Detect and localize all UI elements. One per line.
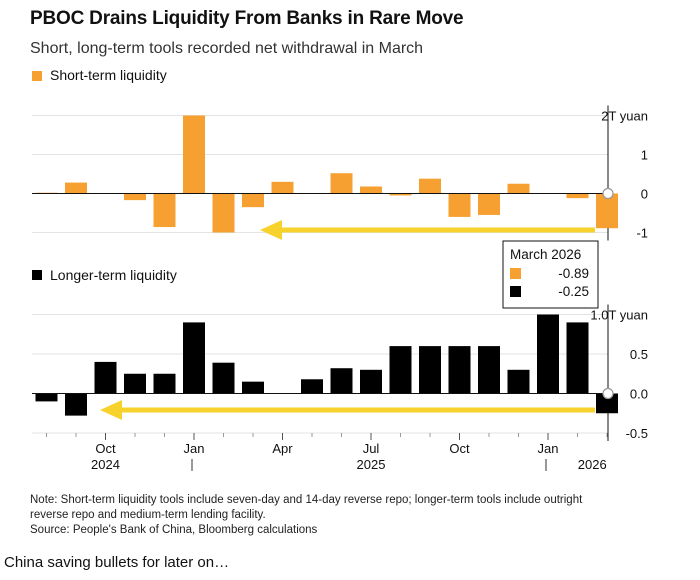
bar-short: [566, 193, 589, 199]
bar-long: [389, 346, 412, 394]
bar-long: [448, 346, 471, 394]
bar-short: [360, 186, 382, 194]
legend-swatch-short: [32, 71, 42, 81]
ytick-label-long: 0.0: [630, 387, 648, 402]
xyear-label: 2025: [357, 457, 386, 472]
legend-label-long: Longer-term liquidity: [50, 267, 177, 283]
bar-short: [183, 115, 205, 194]
ytick-label-long: -0.5: [626, 426, 648, 441]
annotation-arrowhead: [260, 220, 282, 240]
tooltip-value-short: -0.89: [558, 266, 589, 281]
ytick-label-short: -1: [636, 226, 648, 241]
xyear-label: 2026: [578, 457, 607, 472]
bar-long: [566, 322, 589, 394]
bar-long: [507, 369, 530, 394]
bar-short: [65, 182, 87, 194]
tooltip-value-long: -0.25: [558, 284, 589, 299]
bar-short: [507, 183, 530, 194]
bar-long: [212, 362, 235, 394]
bar-short: [419, 178, 441, 194]
bar-long: [301, 379, 323, 394]
bar-long: [242, 381, 264, 394]
xyear-label: 2024: [91, 457, 120, 472]
chart-subtitle: Short, long-term tools recorded net with…: [30, 40, 424, 57]
bar-short: [478, 193, 500, 215]
legend-swatch-long: [32, 270, 42, 280]
source-line: Source: People's Bank of China, Bloomber…: [30, 524, 318, 536]
post-caption: China saving bullets for later on…: [4, 554, 230, 571]
tooltip-swatch-short: [510, 268, 521, 279]
bar-short: [389, 193, 412, 196]
xtick-label: Jan: [538, 441, 559, 456]
bar-short: [448, 193, 471, 217]
xtick-label: Oct: [95, 441, 116, 456]
bar-short: [596, 193, 618, 229]
bar-long: [35, 393, 58, 402]
chart-note: Note: Short-term liquidity tools include…: [30, 493, 670, 538]
bar-short: [124, 193, 146, 201]
tooltip-title: March 2026: [510, 247, 581, 262]
annotation-arrowhead: [100, 400, 122, 420]
bar-long: [153, 373, 176, 394]
bar-long: [94, 361, 117, 394]
xtick-label: Jul: [363, 441, 380, 456]
chart-canvas: Short-term liquidity Longer-term liquidi…: [32, 67, 648, 472]
bar-long: [183, 322, 205, 394]
note-line-2: reverse repo and medium-term lending fac…: [30, 509, 266, 521]
bar-long: [419, 346, 441, 394]
ytick-label-short: 0: [641, 187, 648, 202]
tooltip: March 2026 -0.89 -0.25: [502, 240, 599, 309]
xtick-label: Apr: [272, 441, 293, 456]
bar-short: [153, 193, 176, 228]
bar-long: [478, 346, 500, 394]
xtick-label: Jan: [184, 441, 205, 456]
bar-long: [330, 368, 353, 394]
highlight-marker-short: [602, 187, 614, 200]
bar-short: [212, 193, 235, 233]
tooltip-swatch-long: [510, 286, 521, 297]
bar-short: [242, 193, 264, 208]
bar-long: [360, 369, 382, 394]
bar-short: [271, 181, 294, 194]
legend-label-short: Short-term liquidity: [50, 67, 167, 83]
bar-long: [65, 393, 87, 416]
chart-title: PBOC Drains Liquidity From Banks in Rare…: [30, 8, 464, 29]
bar-long: [537, 314, 559, 394]
bar-long: [124, 373, 146, 394]
ytick-label-short: 1: [641, 148, 648, 163]
note-line-1: Note: Short-term liquidity tools include…: [30, 494, 583, 506]
ytick-label-short: 2T yuan: [601, 109, 648, 124]
bar-long: [596, 393, 618, 414]
highlight-marker-long: [602, 387, 614, 400]
xtick-label: Oct: [449, 441, 470, 456]
ytick-label-long: 0.5: [630, 347, 648, 362]
ytick-label-long: 1.0T yuan: [590, 308, 648, 323]
bar-short: [330, 173, 353, 194]
